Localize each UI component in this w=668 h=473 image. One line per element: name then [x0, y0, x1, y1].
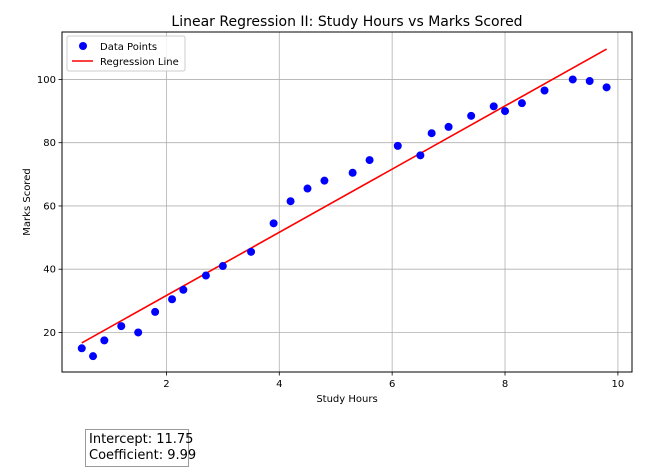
regression-stats-box: Intercept: 11.75 Coefficient: 9.99 [85, 429, 197, 467]
data-point [100, 336, 109, 345]
intercept-text: Intercept: 11.75 [89, 432, 194, 447]
data-point [517, 99, 526, 108]
y-axis-label: Marks Scored [22, 168, 33, 235]
data-point [218, 262, 227, 271]
data-point [501, 107, 510, 116]
legend: Data Points Regression Line [66, 35, 186, 72]
y-tick-label: 100 [37, 75, 56, 86]
data-point [444, 122, 453, 131]
data-point [286, 197, 295, 206]
x-tick-label: 8 [502, 379, 508, 390]
x-tick-label: 10 [612, 379, 625, 390]
y-axis-ticks: 20 40 60 80 100 [37, 75, 62, 339]
chart-title: Linear Regression II: Study Hours vs Mar… [171, 14, 522, 30]
legend-label-data-points: Data Points [100, 42, 157, 53]
data-point [568, 75, 577, 84]
series-layer [77, 48, 611, 361]
regression-line [81, 48, 607, 344]
data-point [77, 344, 86, 353]
x-axis-ticks: 2 4 6 8 10 [163, 372, 624, 390]
data-point [365, 156, 374, 165]
x-tick-label: 4 [276, 379, 282, 390]
y-tick-label: 20 [43, 328, 56, 339]
y-tick-label: 80 [43, 138, 56, 149]
data-point [168, 295, 177, 304]
data-point [540, 86, 549, 95]
data-point [467, 111, 476, 120]
legend-label-regression-line: Regression Line [100, 57, 179, 68]
data-point [393, 141, 402, 150]
data-point [320, 176, 329, 185]
data-point [602, 83, 611, 92]
data-point [247, 247, 256, 256]
data-point [201, 271, 210, 280]
data-point [269, 219, 278, 228]
data-point [348, 168, 357, 177]
data-point [427, 129, 436, 138]
x-tick-label: 2 [163, 379, 169, 390]
grid [62, 32, 632, 372]
y-tick-label: 60 [43, 201, 56, 212]
x-axis-label: Study Hours [316, 394, 377, 405]
plot-frame [61, 31, 633, 373]
data-point [134, 328, 143, 337]
data-point [117, 322, 126, 331]
x-tick-label: 6 [389, 379, 395, 390]
legend-box [66, 35, 186, 72]
y-tick-label: 40 [43, 265, 56, 276]
legend-marker-data-points [79, 42, 87, 50]
data-point [585, 77, 594, 86]
plot-area: 2 4 6 8 10 20 40 60 80 100 [37, 31, 633, 390]
coefficient-text: Coefficient: 9.99 [89, 448, 197, 463]
data-point [489, 102, 498, 111]
data-point [151, 307, 160, 316]
data-point [89, 352, 98, 361]
data-point [303, 184, 312, 193]
data-point [179, 285, 188, 294]
data-point [416, 151, 425, 160]
